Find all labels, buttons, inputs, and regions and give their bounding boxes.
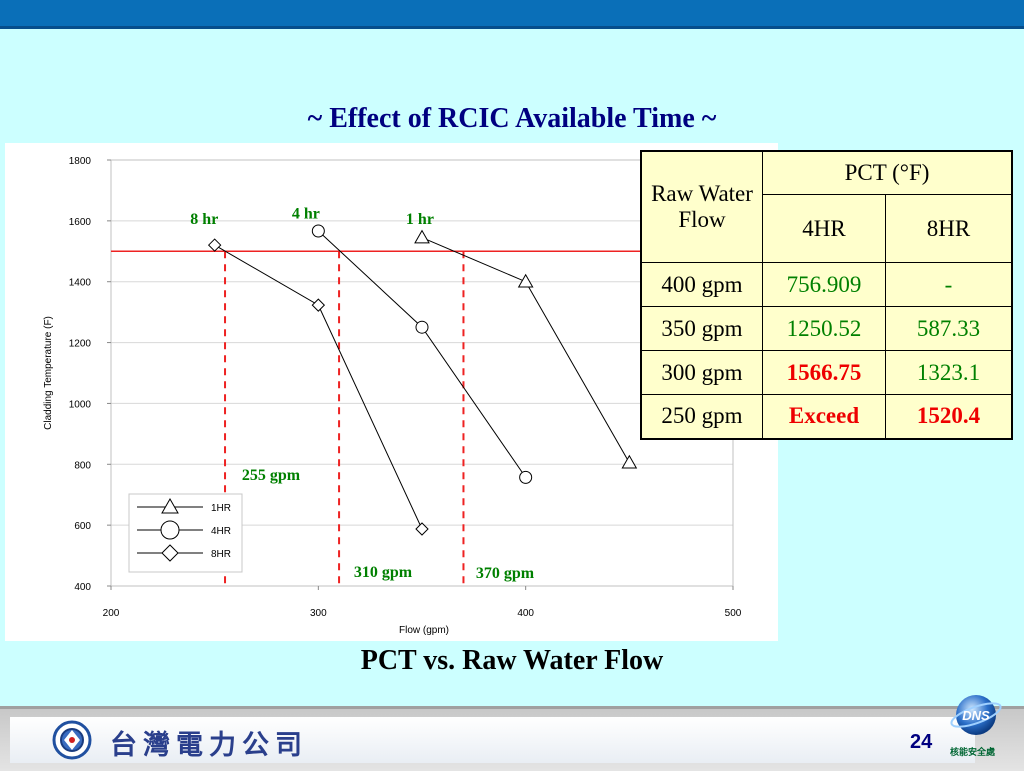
raw-water-flow-header: Raw Water Flow <box>640 150 763 263</box>
data-point-circle <box>519 470 533 484</box>
data-point-circle <box>160 520 180 540</box>
cell-4hr: Exceed <box>762 394 886 439</box>
hour-annotation: 1 hr <box>406 211 434 228</box>
cell-8hr: 1323.1 <box>885 350 1013 395</box>
x-tick-label: 500 <box>725 608 742 619</box>
pct-chart: 400 600 800 1000 1200 1400 1600 1800 200 300 400 50… <box>43 156 778 636</box>
chart-caption: PCT vs. Raw Water Flow <box>360 645 664 676</box>
dns-logo-caption: 核能安全處 <box>950 748 996 758</box>
col-header-4hr: 4HR <box>762 194 886 263</box>
pct-group-header: PCT (°F) <box>762 150 1013 195</box>
row-flow: 250 gpm <box>640 394 763 439</box>
data-point-circle <box>311 224 325 238</box>
data-point-triangle <box>414 229 430 244</box>
legend-label: 4HR <box>211 526 231 537</box>
series-line-1hr <box>421 237 630 464</box>
x-axis-label: Flow (gpm) <box>399 625 449 636</box>
data-point-triangle <box>517 273 534 288</box>
y-tick-label: 1400 <box>69 278 92 289</box>
company-name: 台灣電力公司 <box>110 730 308 761</box>
y-tick-label: 600 <box>74 521 91 532</box>
row-flow: 350 gpm <box>640 306 763 351</box>
x-tick-label: 200 <box>103 608 120 619</box>
dns-globe-logo-icon: DNS <box>950 695 1002 735</box>
x-tick-label: 400 <box>517 608 534 619</box>
top-bar <box>0 0 1024 29</box>
data-point-diamond <box>415 522 429 536</box>
data-point-diamond <box>207 238 222 252</box>
footer-panel: 台灣電力公司 <box>10 717 975 763</box>
row-flow: 300 gpm <box>640 350 763 395</box>
legend-label: 8HR <box>211 549 231 560</box>
y-tick-label: 800 <box>74 460 91 471</box>
cell-4hr: 756.909 <box>762 262 886 307</box>
footer-bar: 台灣電力公司 24 DNS 核能安全處 <box>0 695 1024 771</box>
y-tick-label: 400 <box>74 582 91 593</box>
flow-threshold-label: 370 gpm <box>476 565 535 582</box>
y-tick-label: 1800 <box>69 156 92 167</box>
slide-title: ~ Effect of RCIC Available Time ~ <box>307 103 717 134</box>
y-tick-label: 1200 <box>69 339 92 350</box>
pct-table: Raw Water Flow PCT (°F) 4HR 8HR 400 gpm … <box>640 150 1013 440</box>
taipower-logo-icon <box>52 720 92 760</box>
data-point-circle <box>415 320 429 334</box>
flow-threshold-label: 310 gpm <box>354 564 413 581</box>
cell-4hr: 1250.52 <box>762 306 886 351</box>
col-header-8hr: 8HR <box>885 194 1013 263</box>
data-point-triangle <box>621 454 638 469</box>
legend-label: 1HR <box>211 503 231 514</box>
y-tick-label: 1000 <box>69 399 92 410</box>
cell-8hr: - <box>885 262 1013 307</box>
data-point-triangle <box>161 497 179 514</box>
data-point-diamond <box>311 298 326 312</box>
hour-annotation: 4 hr <box>292 205 320 222</box>
y-tick-label: 1600 <box>69 217 92 228</box>
cell-8hr: 1520.4 <box>885 394 1013 439</box>
cell-4hr: 1566.75 <box>762 350 886 395</box>
row-flow: 400 gpm <box>640 262 763 307</box>
dns-logo-text: DNS <box>962 708 990 723</box>
hour-annotation: 8 hr <box>190 211 218 228</box>
y-axis-label: Cladding Temperature (F) <box>43 316 54 430</box>
flow-threshold-label: 255 gpm <box>242 467 301 484</box>
page-number: 24 <box>910 731 933 753</box>
chart-legend: 1HR 4HR 8HR <box>128 493 243 573</box>
cell-8hr: 587.33 <box>885 306 1013 351</box>
data-point-diamond <box>161 544 179 562</box>
series-line-8hr <box>214 244 423 530</box>
x-tick-label: 300 <box>310 608 327 619</box>
